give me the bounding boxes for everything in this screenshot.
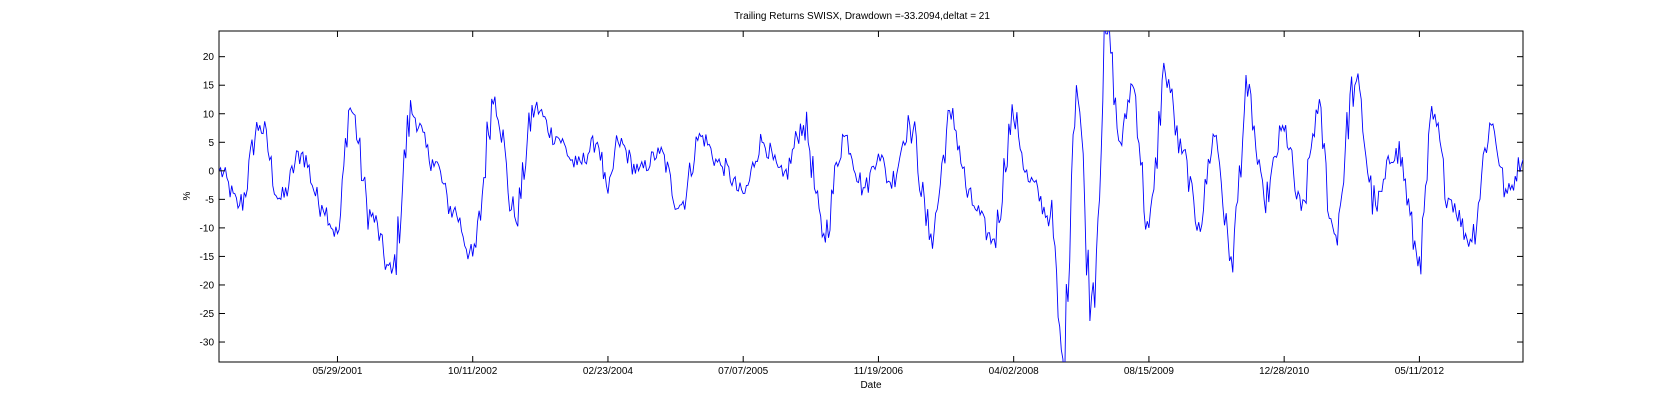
x-tick-label: 11/19/2006 bbox=[854, 366, 904, 377]
y-tick-label: -15 bbox=[200, 252, 215, 263]
x-tick-label: 05/11/2012 bbox=[1395, 366, 1445, 377]
y-tick-label: 0 bbox=[208, 166, 214, 177]
x-tick-label: 05/29/2001 bbox=[312, 366, 362, 377]
y-tick-label: -5 bbox=[205, 195, 214, 206]
x-axis: 05/29/2001 10/11/2002 02/23/2004 07/07/2005… bbox=[312, 31, 1444, 377]
x-tick-label: 04/02/2008 bbox=[989, 366, 1039, 377]
y-tick-label: 10 bbox=[203, 109, 215, 120]
y-tick-label: -10 bbox=[200, 223, 215, 234]
series-line bbox=[219, 31, 1523, 362]
y-tick-label: -30 bbox=[200, 338, 215, 349]
chart-title: Trailing Returns SWISX, Drawdown =-33.20… bbox=[734, 11, 990, 22]
x-tick-label: 07/07/2005 bbox=[718, 366, 768, 377]
series-layer bbox=[219, 31, 1523, 362]
y-tick-label: -20 bbox=[200, 280, 215, 291]
x-axis-label: Date bbox=[860, 380, 882, 391]
y-tick-label: -25 bbox=[200, 309, 215, 320]
plot-area bbox=[218, 30, 1524, 363]
y-tick-label: 5 bbox=[208, 138, 214, 149]
y-axis: -30 -25 -20 -15 -10 -5 0 5 10 15 20 bbox=[200, 52, 1523, 349]
x-tick-label: 10/11/2002 bbox=[448, 366, 498, 377]
x-tick-label: 08/15/2009 bbox=[1124, 366, 1174, 377]
x-tick-label: 12/28/2010 bbox=[1259, 366, 1309, 377]
y-tick-label: 20 bbox=[203, 52, 215, 63]
y-tick-label: 15 bbox=[203, 81, 215, 92]
y-axis-label: % bbox=[182, 191, 193, 200]
x-tick-label: 02/23/2004 bbox=[583, 366, 633, 377]
